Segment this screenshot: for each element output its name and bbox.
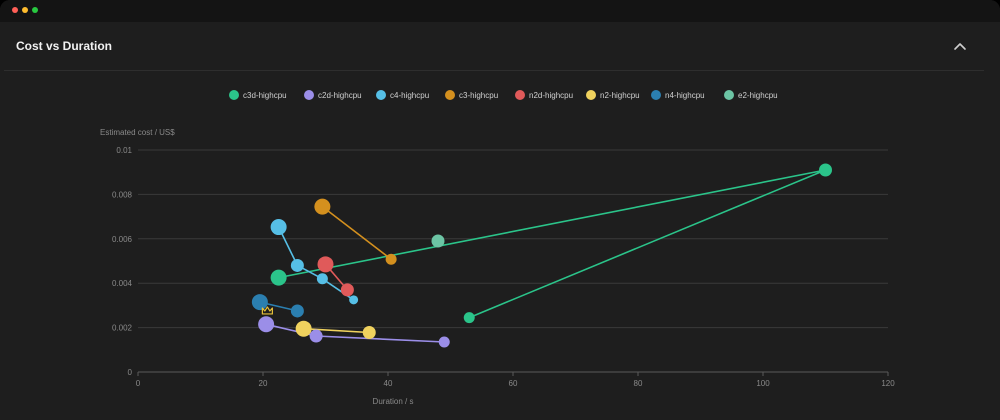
y-tick-label: 0.002 [112,324,133,333]
data-point[interactable] [251,294,268,311]
legend-swatch [724,90,734,100]
window-titlebar [0,0,1000,22]
chevron-up-icon [954,43,966,50]
series-line [303,327,370,334]
data-point[interactable] [438,336,450,348]
data-point[interactable] [290,258,304,272]
chart-grid [138,149,888,373]
data-point[interactable] [270,219,287,236]
chart-legend: c3d-highcpu c2d-highcpu c4-highcpu c3-highc… [229,90,778,100]
x-tick-label: 40 [384,379,393,388]
header-divider [4,70,984,71]
series-points [251,163,832,348]
x-tick-label: 60 [509,379,518,388]
legend-swatch [515,90,525,100]
x-axis-title: Duration / s [373,397,414,406]
legend-item[interactable]: c3-highcpu [445,90,498,100]
x-tick-label: 0 [136,379,141,388]
data-point[interactable] [317,256,334,273]
legend-swatch [445,90,455,100]
x-tick-label: 100 [756,379,770,388]
data-point[interactable] [340,283,354,297]
maximize-window-button[interactable] [32,7,38,13]
y-tick-label: 0.01 [116,146,132,155]
data-point[interactable] [290,304,304,318]
legend-label: c4-highcpu [390,91,429,100]
data-point[interactable] [270,269,287,286]
legend-item[interactable]: n4-highcpu [651,90,705,100]
x-tick-label: 120 [881,379,895,388]
collapse-button[interactable] [949,38,971,56]
data-point[interactable] [362,325,376,339]
close-window-button[interactable] [12,7,18,13]
legend-swatch [376,90,386,100]
chart-overlay [261,306,273,315]
series-line [265,323,445,343]
data-point[interactable] [463,312,475,324]
series-line [277,226,355,301]
legend-item[interactable]: e2-highcpu [724,90,778,100]
legend-label: e2-highcpu [738,91,778,100]
data-point[interactable] [385,253,397,265]
legend-label: c2d-highcpu [318,91,362,100]
legend-swatch [229,90,239,100]
chart-axes: 0 0.002 0.004 0.006 0.008 0.01 0 20 40 60 80 100 120… [100,128,895,406]
legend-label: c3d-highcpu [243,91,287,100]
legend-label: c3-highcpu [459,91,498,100]
legend-swatch [586,90,596,100]
series-line [278,169,826,319]
data-point[interactable] [819,163,832,177]
y-tick-label: 0 [128,368,133,377]
legend-item[interactable]: c3d-highcpu [229,90,287,100]
y-axis-title: Estimated cost / US$ [100,128,175,137]
legend-item[interactable]: c2d-highcpu [304,90,362,100]
data-point[interactable] [349,295,359,305]
data-point[interactable] [258,316,275,333]
y-tick-label: 0.008 [112,190,133,199]
legend-label: n2d-highcpu [529,91,573,100]
panel-header[interactable]: Cost vs Duration [0,22,1000,70]
legend-label: n4-highcpu [665,91,705,100]
crown-icon [261,306,273,315]
data-point[interactable] [295,320,312,337]
legend-swatch [304,90,314,100]
legend-item[interactable]: c4-highcpu [376,90,429,100]
legend-item[interactable]: n2-highcpu [586,90,640,100]
series-line [321,205,392,260]
panel-title: Cost vs Duration [16,39,113,53]
data-point[interactable] [431,234,445,248]
y-tick-label: 0.006 [112,235,133,244]
legend-label: n2-highcpu [600,91,640,100]
data-point[interactable] [309,329,323,343]
x-tick-label: 20 [259,379,268,388]
cost-vs-duration-chart: c3d-highcpu c2d-highcpu c4-highcpu c3-highc… [100,90,895,406]
y-tick-label: 0.004 [112,279,133,288]
x-tick-label: 80 [634,379,643,388]
minimize-window-button[interactable] [22,7,28,13]
series-lines [259,169,826,343]
chart-panel: Cost vs Duration c3d-highcpu c2d-highcpu c… [0,22,1000,420]
data-point[interactable] [314,198,331,215]
data-point[interactable] [316,273,328,285]
legend-item[interactable]: n2d-highcpu [515,90,573,100]
legend-swatch [651,90,661,100]
